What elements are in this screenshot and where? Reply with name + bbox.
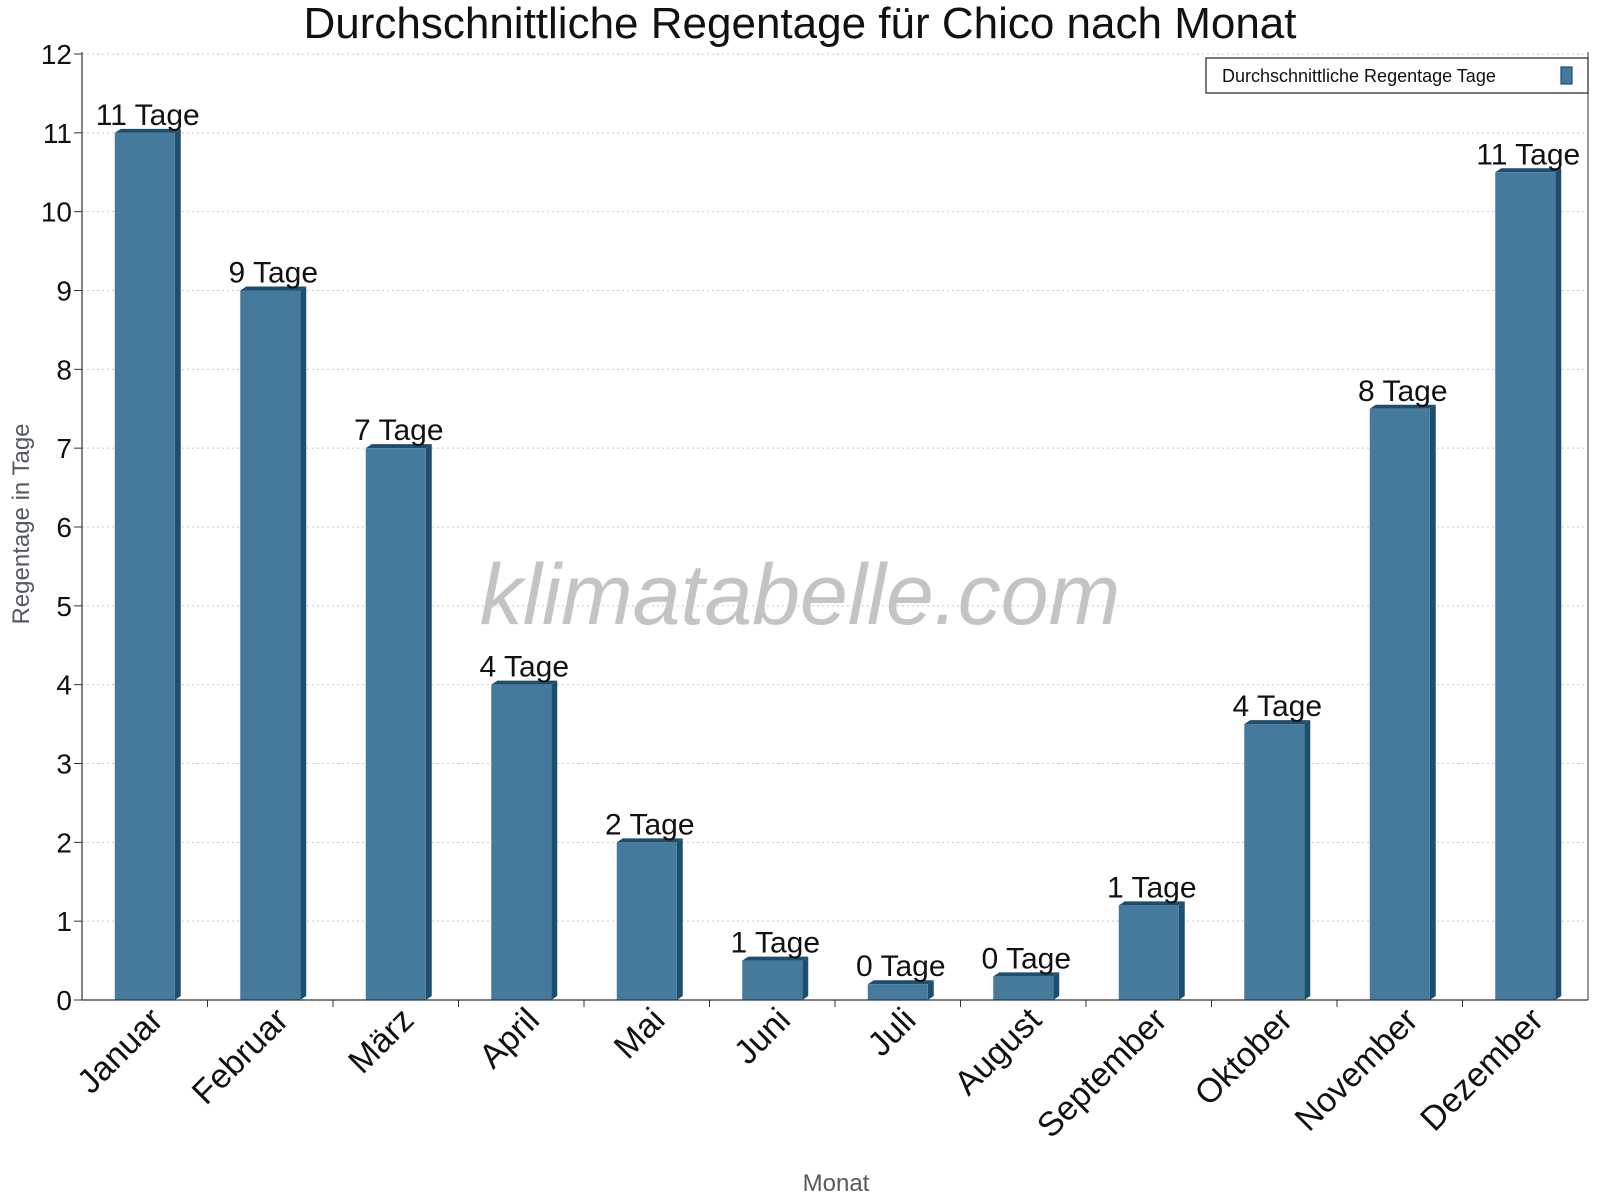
x-tick-label: Dezember bbox=[1413, 1001, 1551, 1139]
bar-value-label: 8 Tage bbox=[1358, 375, 1448, 408]
x-tick-label: Januar bbox=[70, 1001, 170, 1101]
bar-group: 0 Tage bbox=[856, 950, 946, 1000]
bar-value-label: 0 Tage bbox=[856, 950, 946, 983]
bar-group: 11 Tage bbox=[96, 99, 200, 1001]
bar-top bbox=[993, 972, 1060, 977]
y-tick-label: 6 bbox=[56, 512, 72, 543]
y-tick-label: 10 bbox=[41, 197, 72, 228]
bar-value-label: 11 Tage bbox=[96, 99, 200, 132]
bar-side bbox=[1053, 972, 1060, 1000]
bar-value-label: 4 Tage bbox=[1232, 690, 1322, 723]
bar-group: 0 Tage bbox=[981, 942, 1071, 1000]
bar bbox=[867, 984, 928, 1000]
bar-group: 4 Tage bbox=[1232, 690, 1322, 1000]
y-tick-label: 0 bbox=[56, 985, 72, 1016]
bar-top bbox=[1118, 901, 1185, 906]
legend-swatch bbox=[1560, 66, 1573, 85]
bar-side bbox=[551, 680, 558, 1000]
bar bbox=[240, 290, 301, 1000]
x-tick-label: Mai bbox=[607, 1001, 673, 1067]
x-tick-label: Juli bbox=[860, 1001, 923, 1064]
bar-group: 7 Tage bbox=[354, 414, 444, 1001]
bar-top bbox=[616, 838, 683, 843]
y-tick-label: 5 bbox=[56, 591, 72, 622]
x-tick-label: November bbox=[1288, 1001, 1426, 1139]
bar-group: 1 Tage bbox=[1107, 871, 1197, 1000]
bar bbox=[742, 960, 803, 1000]
x-tick-label: Oktober bbox=[1188, 1001, 1300, 1113]
bar-value-label: 2 Tage bbox=[605, 808, 695, 841]
bar bbox=[365, 448, 426, 1001]
y-tick-label: 8 bbox=[56, 354, 72, 385]
bar-side bbox=[802, 956, 809, 1000]
bar-value-label: 9 Tage bbox=[228, 257, 318, 290]
legend-label: Durchschnittliche Regentage Tage bbox=[1222, 66, 1496, 86]
x-tick-label: August bbox=[947, 1000, 1049, 1102]
bar-side bbox=[1555, 168, 1562, 1000]
bar-group: 8 Tage bbox=[1358, 375, 1448, 1000]
bar-group: 1 Tage bbox=[730, 927, 820, 1000]
y-tick-label: 2 bbox=[56, 827, 72, 858]
bar-top bbox=[867, 980, 934, 985]
bar-side bbox=[1429, 404, 1436, 1000]
bar bbox=[1495, 172, 1556, 1000]
bar-value-label: 1 Tage bbox=[730, 927, 820, 960]
bar-top bbox=[114, 128, 181, 133]
bar-group: 4 Tage bbox=[479, 651, 569, 1000]
bar bbox=[1369, 408, 1430, 1000]
y-axis-label: Regentage in Tage bbox=[8, 423, 35, 624]
x-tick-label: Juni bbox=[727, 1001, 798, 1072]
bar-value-label: 1 Tage bbox=[1107, 871, 1197, 904]
y-tick-label: 9 bbox=[56, 276, 72, 307]
bar-top bbox=[491, 680, 558, 685]
bar bbox=[491, 684, 552, 1000]
bar-value-label: 11 Tage bbox=[1476, 138, 1580, 171]
bar bbox=[993, 976, 1054, 1000]
legend: Durchschnittliche Regentage Tage bbox=[1205, 57, 1589, 94]
bar-side bbox=[1304, 720, 1311, 1000]
x-tick-label: März bbox=[341, 1001, 421, 1081]
bar-side bbox=[676, 838, 683, 1000]
bar-top bbox=[742, 956, 809, 961]
bar-group: 11 Tage bbox=[1476, 138, 1580, 1000]
bar-top bbox=[240, 286, 307, 291]
y-tick-label: 1 bbox=[56, 906, 72, 937]
bar-top bbox=[1244, 720, 1311, 725]
bar-side bbox=[174, 128, 181, 1001]
bar bbox=[616, 842, 677, 1000]
x-axis-ticks: Januar Februar März April Mai Juni Juli AugustS… bbox=[70, 1000, 1551, 1145]
bar-group: 9 Tage bbox=[228, 257, 318, 1000]
y-tick-label: 12 bbox=[41, 39, 72, 70]
x-tick-label: April bbox=[472, 1001, 547, 1076]
x-tick-label: September bbox=[1030, 1001, 1174, 1145]
bar-group: 2 Tage bbox=[605, 808, 695, 1000]
x-axis-label: Monat bbox=[803, 1170, 870, 1197]
bar-top bbox=[1495, 168, 1562, 173]
y-tick-label: 3 bbox=[56, 749, 72, 780]
bar-side bbox=[425, 444, 432, 1001]
bar-value-label: 0 Tage bbox=[981, 942, 1071, 975]
grid-lines bbox=[82, 53, 1588, 922]
bar-value-label: 7 Tage bbox=[354, 414, 444, 447]
bar bbox=[1118, 905, 1179, 1000]
y-tick-label: 4 bbox=[56, 670, 72, 701]
bar-top bbox=[1369, 404, 1436, 409]
y-tick-label: 11 bbox=[43, 118, 72, 149]
bar-side bbox=[927, 980, 934, 1000]
x-tick-label: Februar bbox=[185, 1001, 296, 1112]
bar-value-label: 4 Tage bbox=[479, 651, 569, 684]
axes bbox=[81, 52, 1589, 1001]
chart-title: Durchschnittliche Regentage für Chico na… bbox=[304, 0, 1297, 48]
bar-top bbox=[365, 444, 432, 449]
bars: 11 Tage 9 Tage 7 Tage 4 Tage 2 Tage 1 Tage 0 T… bbox=[96, 99, 1580, 1001]
bar bbox=[114, 132, 175, 1001]
bar-side bbox=[1178, 901, 1185, 1000]
bar-side bbox=[300, 286, 307, 1000]
legend-box bbox=[1205, 57, 1589, 94]
bar bbox=[1244, 724, 1305, 1000]
watermark: klimatabelle.com bbox=[480, 547, 1120, 643]
y-tick-label: 7 bbox=[56, 433, 72, 464]
